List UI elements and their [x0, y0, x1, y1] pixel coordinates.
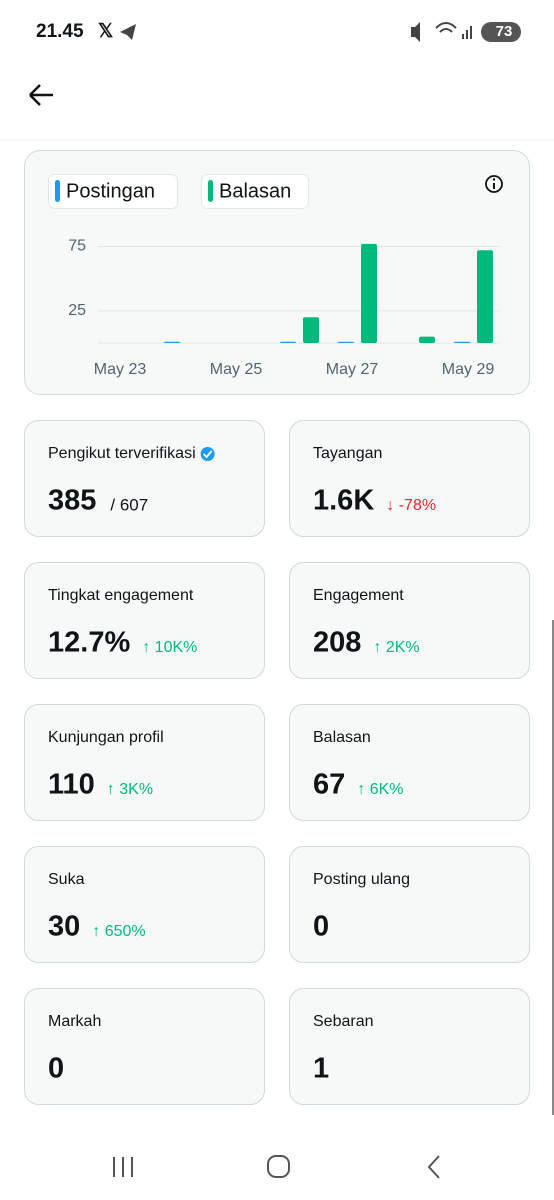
card-box: [289, 562, 530, 679]
card-label: Pengikut terverifikasi: [48, 445, 196, 462]
y-tick-label: 25: [68, 302, 86, 319]
card-label: Suka: [48, 871, 85, 888]
nav-home[interactable]: [267, 1155, 290, 1178]
card-value: 30: [48, 911, 80, 943]
y-tick-label: 75: [68, 238, 86, 255]
metric-card: Tayangan 1.6K ↓ -78%: [289, 420, 530, 537]
bar: [361, 243, 377, 343]
card-value: 0: [48, 1053, 64, 1085]
verified-badge: [200, 447, 215, 461]
bar: [419, 336, 435, 343]
card-label: Tayangan: [313, 445, 382, 462]
card-value: 208: [313, 627, 361, 659]
legend-swatch: [55, 180, 60, 202]
card-box: [24, 704, 265, 821]
x-icon: 𝕏: [98, 21, 113, 42]
nav-back[interactable]: [427, 1155, 440, 1179]
metric-card: Markah 0: [24, 988, 265, 1105]
x-tick-label: May 29: [442, 361, 495, 378]
card-label: Markah: [48, 1013, 101, 1030]
card-label: Kunjungan profil: [48, 729, 164, 746]
x-tick-label: May 23: [94, 361, 147, 378]
telegram-icon: [120, 24, 136, 40]
bar: [477, 250, 493, 343]
legend-label: Balasan: [219, 180, 291, 202]
bar: [164, 341, 180, 343]
card-value: 385: [48, 485, 96, 517]
card-value: 0: [313, 911, 329, 943]
card-label: Sebaran: [313, 1013, 374, 1030]
metric-card: Balasan 67 ↑ 6K%: [289, 704, 530, 821]
card-change: ↑ 2K%: [373, 639, 419, 656]
card-value: 12.7%: [48, 627, 130, 659]
legend-chip: [201, 174, 309, 209]
card-value: 67: [313, 769, 345, 801]
x-tick-label: May 27: [326, 361, 379, 378]
card-change: ↓ -78%: [386, 497, 436, 514]
bar: [280, 341, 296, 343]
card-change: ↑ 6K%: [357, 781, 403, 798]
chart-card: [24, 150, 530, 395]
card-box: [289, 988, 530, 1105]
legend-label: Postingan: [66, 180, 155, 202]
scrollbar: [552, 620, 554, 1115]
card-change: ↑ 3K%: [107, 781, 153, 798]
card-box: [289, 846, 530, 963]
metric-card: Engagement 208 ↑ 2K%: [289, 562, 530, 679]
battery-level: 73: [496, 23, 513, 40]
card-label: Engagement: [313, 587, 404, 604]
card-label: Balasan: [313, 729, 371, 746]
metric-card: Pengikut terverifikasi 385 / 607: [24, 420, 265, 537]
info-button[interactable]: [485, 175, 503, 193]
card-value: 1: [313, 1053, 329, 1085]
nav-recent[interactable]: [113, 1157, 133, 1177]
status-icons: [411, 22, 521, 42]
status-time: 21.45: [36, 21, 84, 42]
card-box: [24, 420, 265, 537]
card-box: [289, 420, 530, 537]
back-button[interactable]: [29, 84, 53, 106]
x-tick-label: May 25: [210, 361, 263, 378]
bar: [454, 341, 470, 343]
metric-card: Posting ulang 0: [289, 846, 530, 963]
card-label: Tingkat engagement: [48, 587, 194, 604]
metric-card: Tingkat engagement 12.7% ↑ 10K%: [24, 562, 265, 679]
legend-swatch: [208, 180, 213, 202]
bar: [338, 341, 354, 343]
verified-check: [202, 450, 213, 459]
card-change: ↑ 10K%: [142, 639, 197, 656]
bar: [303, 317, 319, 343]
card-box: [289, 704, 530, 821]
card-box: [24, 562, 265, 679]
legend-chip: [48, 174, 178, 209]
metric-card: Kunjungan profil 110 ↑ 3K%: [24, 704, 265, 821]
card-value: 110: [48, 769, 95, 801]
card-change: ↑ 650%: [92, 923, 145, 940]
metric-card: Suka 30 ↑ 650%: [24, 846, 265, 963]
nav-bar: [113, 1155, 440, 1179]
card-value: 1.6K: [313, 485, 374, 517]
card-total: / 607: [110, 495, 148, 514]
card-box: [24, 988, 265, 1105]
card-box: [24, 846, 265, 963]
card-label: Posting ulang: [313, 871, 410, 888]
metric-card: Sebaran 1: [289, 988, 530, 1105]
